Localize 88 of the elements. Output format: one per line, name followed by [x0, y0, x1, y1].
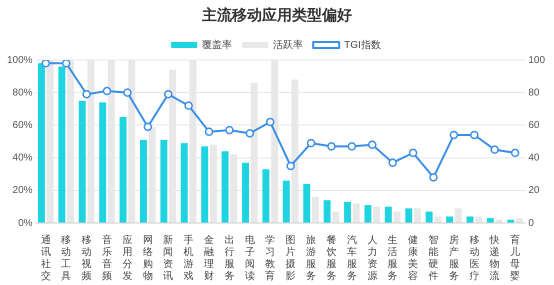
x-tick-label: 学习教育	[265, 234, 276, 282]
point	[82, 90, 91, 98]
x-tick-label: 生活服务	[388, 234, 398, 282]
x-tick-label: 通讯社交	[40, 234, 51, 282]
point	[123, 88, 132, 97]
x-tick-label: 人力资源	[367, 234, 378, 282]
x-tick-label: 房产服务	[448, 234, 459, 282]
bar	[78, 100, 86, 222]
point	[286, 162, 295, 170]
y-tick-label: 20%	[12, 185, 33, 196]
legend-label: 覆盖率	[202, 38, 232, 51]
y2-tick-label: 40	[528, 152, 540, 164]
bar	[486, 218, 494, 222]
legend-label: TGI指数	[344, 38, 381, 51]
bar	[364, 205, 372, 222]
y2-tick-label: 80	[528, 87, 540, 98]
x-tick-label: 移动视频	[82, 234, 92, 282]
x-tick-label: 快递物流	[488, 234, 500, 282]
bar	[282, 180, 290, 222]
point	[327, 142, 336, 151]
bar	[344, 202, 351, 222]
x-tick-label: 育儿母婴	[510, 234, 520, 282]
point	[246, 129, 254, 138]
point	[266, 118, 274, 126]
x-tick-label: 图片摄影	[286, 234, 296, 282]
bar	[140, 140, 147, 222]
point	[204, 127, 214, 136]
bar	[222, 151, 229, 222]
bar	[242, 162, 249, 222]
bar	[99, 102, 106, 222]
point	[164, 90, 172, 98]
point	[388, 158, 397, 167]
bar	[38, 63, 45, 222]
x-tick-label: 新闻资讯	[163, 234, 174, 282]
x-tick-label: 智能硬件	[428, 234, 438, 282]
point	[102, 86, 112, 96]
bar	[160, 140, 168, 222]
x-tick-label: 音乐音频	[102, 234, 112, 282]
y2-tick-label: 20	[528, 185, 540, 196]
bar	[507, 220, 514, 222]
bar	[120, 117, 127, 222]
x-tick-label: 出行服务	[224, 234, 234, 282]
x-tick-label: 汽车服务	[346, 234, 357, 282]
point	[144, 122, 152, 132]
point	[225, 126, 234, 134]
y-tick-label: 0%	[18, 218, 33, 229]
y-tick-label: 60%	[12, 120, 33, 131]
y-tick-label: 100%	[7, 54, 33, 66]
x-tick-label: 餐饮服务	[325, 234, 336, 282]
bar	[324, 200, 331, 222]
x-tick-label: 手机游戏	[184, 234, 194, 282]
point	[490, 145, 499, 154]
bar	[446, 216, 454, 222]
bar	[58, 66, 66, 222]
bar	[303, 184, 310, 222]
x-tick-label: 旅游服务	[306, 234, 316, 282]
point	[450, 130, 458, 140]
point	[510, 148, 520, 158]
point	[306, 138, 316, 148]
point	[184, 101, 193, 110]
point	[62, 60, 70, 68]
y2-tick-label: 0	[528, 218, 534, 229]
x-tick-label: 移动工具	[61, 234, 72, 282]
bar	[426, 212, 433, 222]
bar	[384, 206, 392, 222]
y-tick-label: 80%	[12, 87, 33, 98]
x-tick-label: 金融理财	[204, 234, 214, 282]
y2-tick-label: 100	[528, 54, 546, 66]
x-tick-label: 健康美容	[408, 234, 418, 282]
y2-tick-label: 60	[528, 120, 540, 131]
x-tick-label: 电子阅读	[244, 234, 255, 282]
bar	[466, 216, 474, 222]
x-tick-label: 网络购物	[142, 234, 153, 282]
bar	[262, 169, 270, 222]
x-tick-label: 移动医疗	[469, 234, 480, 282]
point	[470, 130, 479, 140]
bar	[180, 143, 188, 222]
x-tick-label: 应用分发	[122, 234, 132, 282]
point	[42, 60, 50, 68]
bar	[201, 146, 208, 222]
point	[408, 148, 418, 158]
y-tick-label: 40%	[12, 152, 33, 164]
point	[368, 140, 377, 150]
legend-label: 活跃率	[273, 38, 304, 51]
bar	[405, 208, 412, 222]
chart-title: 主流移动应用类型偏好	[201, 6, 353, 25]
point	[348, 142, 356, 151]
point	[429, 173, 438, 182]
